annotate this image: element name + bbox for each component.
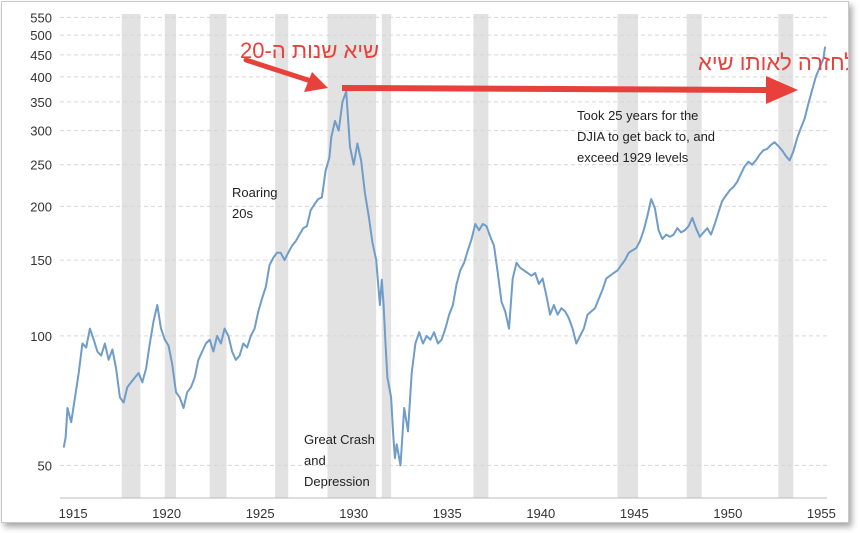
annotation-roaring-20s: Roaring 20s	[232, 185, 278, 221]
x-axis-ticks: 1915 1920 1925 1930 1935 1940 1945 1950 1955	[59, 497, 836, 521]
annotation-line: exceed 1929 levels	[577, 150, 689, 165]
x-tick-label: 1955	[807, 506, 836, 521]
recession-band	[686, 14, 702, 498]
annotation-line: Depression	[304, 474, 370, 489]
recession-band	[381, 14, 392, 498]
annotation-line: Roaring	[232, 185, 278, 200]
x-tick-label: 1935	[433, 506, 462, 521]
arrow-label-right: 25 שנה לחזרה לאותו שיא	[698, 50, 848, 75]
recession-band	[164, 14, 176, 498]
chart-frame: 50 100 150 200 250 300 350 400 450 500 550 1915 192…	[1, 1, 860, 523]
annotation-took-25-years: Took 25 years for the DJIA to get back t…	[577, 108, 715, 165]
y-tick-label: 500	[30, 28, 52, 43]
x-tick-label: 1920	[152, 506, 181, 521]
x-tick-label: 1945	[620, 506, 649, 521]
y-tick-label: 250	[30, 158, 52, 173]
gridlines	[60, 16, 827, 466]
djia-series-line	[62, 46, 827, 467]
y-tick-label: 350	[30, 95, 52, 110]
annotation-great-crash: Great Crash and Depression	[304, 432, 375, 489]
y-tick-label: 100	[30, 329, 52, 344]
y-tick-label: 400	[30, 70, 52, 85]
x-tick-label: 1940	[526, 506, 555, 521]
annotation-line: and	[304, 453, 326, 468]
annotation-line: Great Crash	[304, 432, 375, 447]
y-tick-label: 50	[38, 458, 52, 473]
series-layer	[62, 46, 827, 467]
recession-band	[327, 14, 377, 498]
djia-line-chart: 50 100 150 200 250 300 350 400 450 500 550 1915 192…	[30, 10, 860, 521]
y-axis-ticks: 50 100 150 200 250 300 350 400 450 500 550	[30, 10, 52, 473]
recession-band	[121, 14, 141, 498]
arrow-left-head	[304, 72, 328, 92]
x-tick-label: 1930	[339, 506, 368, 521]
x-tick-label: 1915	[59, 506, 88, 521]
recession-band	[209, 14, 227, 498]
arrow-label-left: שיא שנות ה-20	[240, 38, 379, 63]
y-tick-label: 300	[30, 124, 52, 139]
y-tick-label: 150	[30, 253, 52, 268]
annotation-line: 20s	[232, 206, 253, 221]
x-tick-label: 1925	[246, 506, 275, 521]
annotation-line: DJIA to get back to, and	[577, 129, 715, 144]
y-tick-label: 450	[30, 48, 52, 63]
arrow-left-pointer	[243, 57, 317, 85]
arrow-right-shaft	[341, 85, 771, 93]
red-arrows: שיא שנות ה-20 25 שנה לחזרה לאותו שיא	[240, 38, 860, 104]
arrow-right-head	[766, 76, 798, 104]
annotation-line: Took 25 years for the	[577, 108, 698, 123]
recession-bands	[121, 14, 794, 498]
x-tick-label: 1950	[713, 506, 742, 521]
recession-band	[778, 14, 794, 498]
y-tick-label: 550	[30, 10, 52, 25]
recession-band	[473, 14, 489, 498]
y-tick-label: 200	[30, 199, 52, 214]
